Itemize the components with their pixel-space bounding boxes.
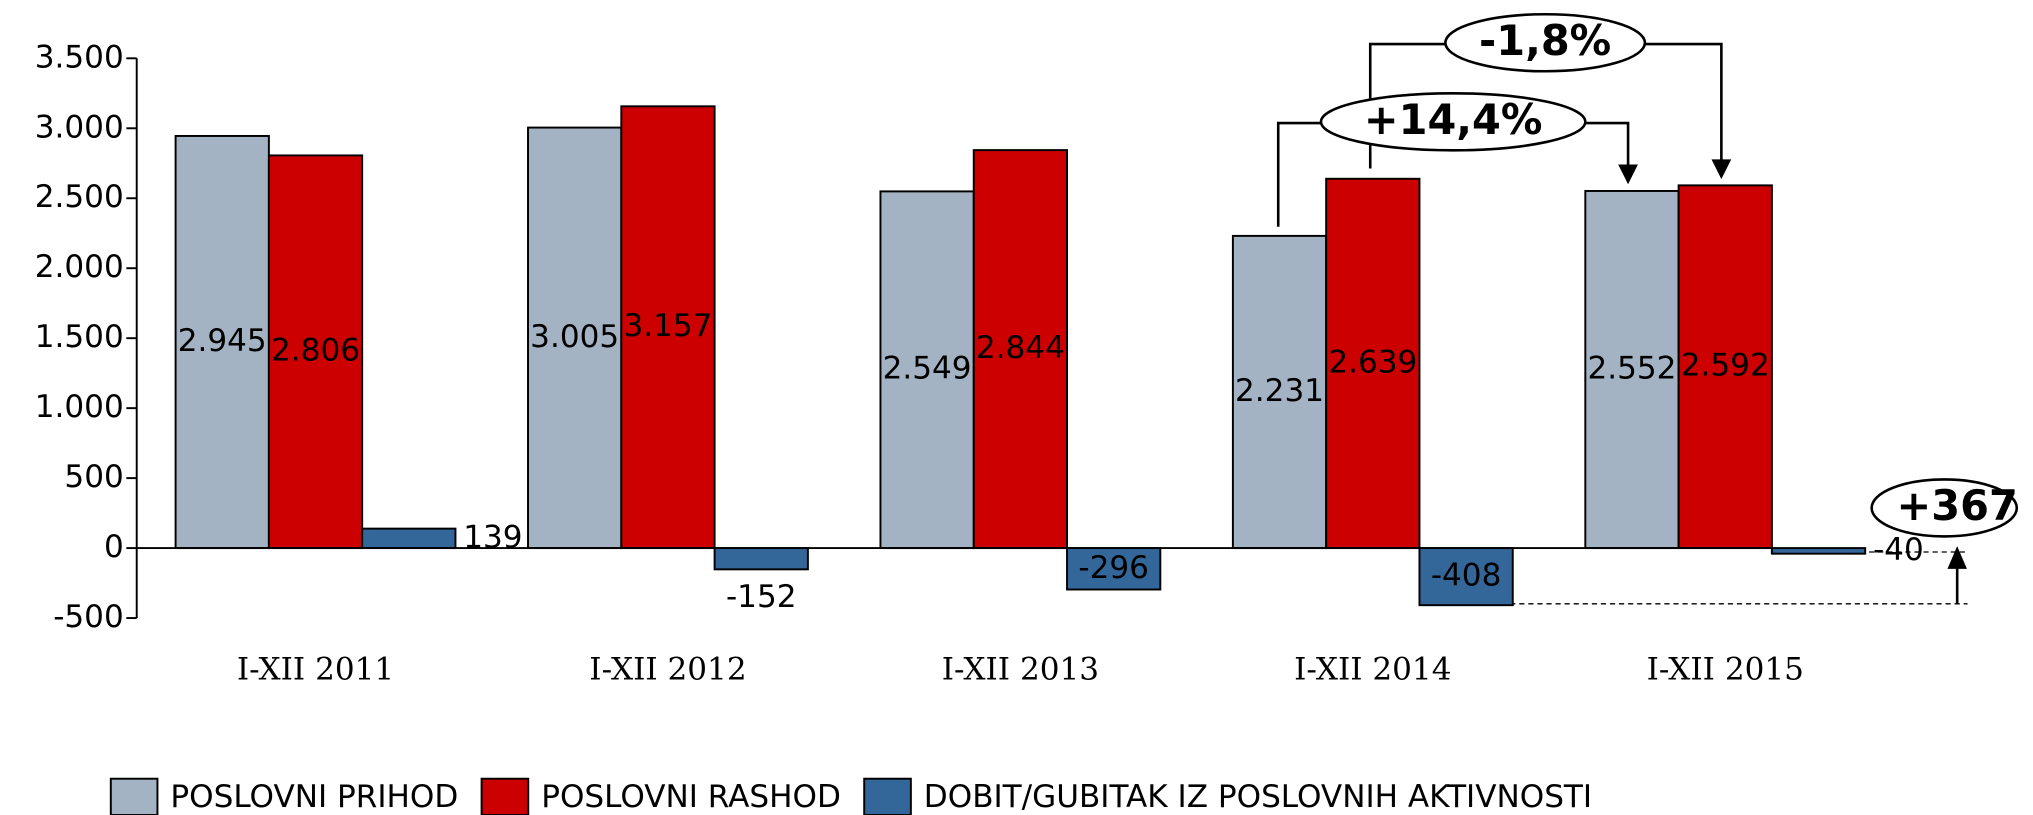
bar [1231, 234, 1328, 550]
bar [1066, 547, 1162, 591]
bar [1677, 184, 1773, 550]
y-tick-label: -500 [53, 599, 124, 635]
value-label: 2.549 [883, 351, 972, 387]
y-tick-label: 0 [104, 529, 124, 565]
x-tick-label: I-XII 2014 [1294, 652, 1451, 688]
value-label: 2.552 [1587, 351, 1676, 387]
y-tick-label: 1.000 [35, 389, 124, 425]
y-tick-label: 500 [64, 459, 123, 495]
bar [1325, 177, 1421, 550]
legend-swatch [863, 777, 912, 815]
y-tick-label: 3.000 [35, 109, 124, 145]
x-tick-label: I-XII 2015 [1647, 652, 1804, 688]
value-label: 3.005 [530, 319, 619, 355]
annotation: -1,8% [1479, 17, 1611, 65]
value-label: 3.157 [623, 308, 712, 344]
legend-swatch [480, 777, 530, 815]
bar [1584, 189, 1680, 550]
y-tick-label: 2.500 [35, 179, 124, 215]
value-label: 2.945 [178, 323, 267, 359]
bar [267, 154, 364, 550]
value-label: 2.639 [1328, 344, 1417, 380]
value-label: 139 [463, 519, 522, 555]
x-tick-label: I-XII 2011 [237, 652, 394, 688]
legend-swatch [109, 777, 159, 815]
annotation: +367 [1897, 482, 2018, 530]
legend-label: POSLOVNI PRIHOD [170, 779, 458, 815]
bar [713, 547, 809, 571]
value-label: 2.844 [976, 330, 1065, 366]
legend-label: DOBIT/GUBITAK IZ POSLOVNIH AKTIVNOSTI [924, 779, 1592, 815]
y-tick-label: 1.500 [35, 319, 124, 355]
legend-label: POSLOVNI RASHOD [541, 779, 841, 815]
value-label: -296 [1078, 550, 1149, 586]
bar [174, 134, 270, 550]
bar [620, 105, 716, 550]
value-label: -408 [1431, 558, 1502, 594]
x-tick-label: I-XII 2012 [589, 652, 746, 688]
bar [1418, 547, 1514, 607]
y-tick-label: 3.500 [35, 39, 124, 75]
annotation-brackets [1276, 12, 2019, 605]
value-label: 2.806 [271, 333, 360, 369]
x-tick-label: I-XII 2013 [942, 652, 1099, 688]
bar [361, 527, 457, 550]
value-label: -40 [1873, 532, 1924, 568]
annotation: +14,4% [1364, 96, 1543, 144]
bar [972, 149, 1069, 550]
value-label: 2.231 [1235, 373, 1324, 409]
y-tick-label: 2.000 [35, 249, 124, 285]
value-label: 2.592 [1681, 348, 1770, 384]
bar [527, 126, 623, 550]
bar [1770, 547, 1867, 555]
value-label: -152 [726, 579, 797, 615]
